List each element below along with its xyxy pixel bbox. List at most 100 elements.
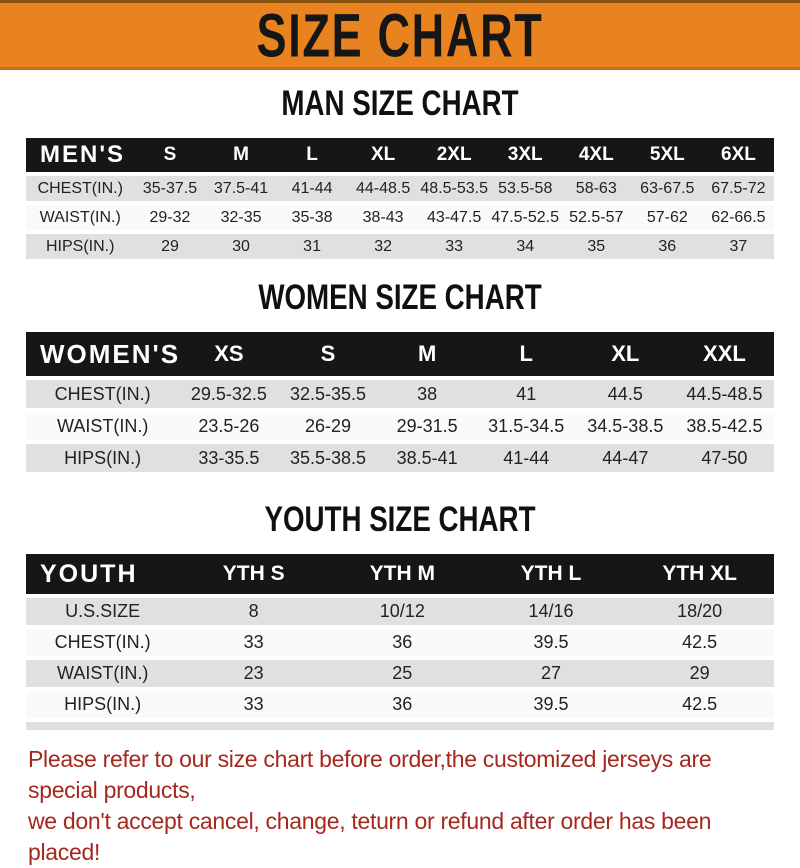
disclaimer-line-2: we don't accept cancel, change, teturn o… xyxy=(28,808,712,865)
data-cell: 39.5 xyxy=(476,629,626,656)
table-row: HIPS(IN.) 29 30 31 32 33 34 35 36 37 xyxy=(26,234,774,259)
data-cell: 33 xyxy=(179,629,328,656)
data-cell: 39.5 xyxy=(476,691,626,718)
page-title: SIZE CHART xyxy=(256,0,544,70)
row-label: HIPS(IN.) xyxy=(26,234,135,259)
data-cell: 29 xyxy=(625,660,774,687)
size-header-cell: L xyxy=(276,138,348,172)
data-cell: 41-44 xyxy=(276,176,348,201)
data-cell: 41 xyxy=(476,380,576,408)
data-cell: 26-29 xyxy=(278,412,378,440)
youth-size-table: YOUTH YTH S YTH M YTH L YTH XL U.S.SIZE 8 10/12… xyxy=(26,550,774,722)
data-cell: 33 xyxy=(179,691,328,718)
disclaimer-line-1: Please refer to our size chart before or… xyxy=(28,746,712,803)
table-title-cell: YOUTH xyxy=(26,554,180,594)
data-cell: 33 xyxy=(418,234,490,259)
data-cell: 8 xyxy=(179,598,328,625)
row-label: WAIST(IN.) xyxy=(26,660,180,687)
youth-size-section: YOUTH SIZE CHART YOUTH YTH S YTH M YTH L YTH… xyxy=(0,498,800,730)
data-cell: 23.5-26 xyxy=(179,412,279,440)
table-row: CHEST(IN.) 29.5-32.5 32.5-35.5 38 41 44.5 44.5… xyxy=(26,380,774,408)
data-cell: 29.5-32.5 xyxy=(179,380,279,408)
banner: SIZE CHART xyxy=(0,0,800,70)
data-cell: 32-35 xyxy=(205,205,277,230)
data-cell: 42.5 xyxy=(625,691,774,718)
size-header-cell: YTH L xyxy=(476,554,626,594)
data-cell: 36 xyxy=(327,691,477,718)
man-section-heading: MAN SIZE CHART xyxy=(281,82,519,123)
table-title-cell: WOMEN'S xyxy=(26,332,180,376)
data-cell: 43-47.5 xyxy=(418,205,490,230)
size-header-cell: 6XL xyxy=(702,138,774,172)
header-row: YOUTH YTH S YTH M YTH L YTH XL xyxy=(26,554,774,594)
data-cell: 63-67.5 xyxy=(631,176,703,201)
row-label: HIPS(IN.) xyxy=(26,444,180,472)
size-header-cell: XS xyxy=(179,332,279,376)
data-cell: 38.5-42.5 xyxy=(674,412,774,440)
data-cell: 38.5-41 xyxy=(377,444,477,472)
row-label: CHEST(IN.) xyxy=(26,629,180,656)
data-cell: 35.5-38.5 xyxy=(278,444,378,472)
data-cell: 34 xyxy=(489,234,561,259)
data-cell: 44.5 xyxy=(575,380,675,408)
data-cell: 67.5-72 xyxy=(702,176,774,201)
data-cell: 62-66.5 xyxy=(702,205,774,230)
table-title-cell: MEN'S xyxy=(26,138,135,172)
size-header-cell: 3XL xyxy=(489,138,561,172)
size-header-cell: YTH S xyxy=(179,554,328,594)
data-cell: 23 xyxy=(179,660,328,687)
data-cell: 29-32 xyxy=(134,205,206,230)
table-row: WAIST(IN.) 23 25 27 29 xyxy=(26,660,774,687)
data-cell: 33-35.5 xyxy=(179,444,279,472)
youth-section-heading: YOUTH SIZE CHART xyxy=(264,498,536,539)
data-cell: 32.5-35.5 xyxy=(278,380,378,408)
data-cell: 44-47 xyxy=(575,444,675,472)
size-header-cell: S xyxy=(278,332,378,376)
table-bottom-strip xyxy=(26,722,774,730)
disclaimer: Please refer to our size chart before or… xyxy=(0,744,800,868)
women-section-heading: WOMEN SIZE CHART xyxy=(258,276,542,317)
row-label: CHEST(IN.) xyxy=(26,176,135,201)
data-cell: 10/12 xyxy=(327,598,477,625)
data-cell: 35-37.5 xyxy=(134,176,206,201)
row-label: CHEST(IN.) xyxy=(26,380,180,408)
table-row: HIPS(IN.) 33 36 39.5 42.5 xyxy=(26,691,774,718)
data-cell: 29 xyxy=(134,234,206,259)
data-cell: 35 xyxy=(560,234,632,259)
row-label: U.S.SIZE xyxy=(26,598,180,625)
size-header-cell: 2XL xyxy=(418,138,490,172)
data-cell: 37 xyxy=(702,234,774,259)
man-size-table: MEN'S S M L XL 2XL 3XL 4XL 5XL 6XL CHEST(IN.) 35-37… xyxy=(26,134,774,263)
data-cell: 27 xyxy=(476,660,626,687)
women-size-table: WOMEN'S XS S M L XL XXL CHEST(IN.) 29.5-32.5 32.5… xyxy=(26,328,774,476)
data-cell: 44.5-48.5 xyxy=(674,380,774,408)
table-row: CHEST(IN.) 33 36 39.5 42.5 xyxy=(26,629,774,656)
data-cell: 41-44 xyxy=(476,444,576,472)
data-cell: 44-48.5 xyxy=(347,176,419,201)
table-row: WAIST(IN.) 23.5-26 26-29 29-31.5 31.5-34.5 34… xyxy=(26,412,774,440)
women-size-section: WOMEN SIZE CHART WOMEN'S XS S M L XL XXL CHEST(… xyxy=(0,276,800,476)
size-header-cell: XL xyxy=(575,332,675,376)
row-label: WAIST(IN.) xyxy=(26,412,180,440)
table-row: HIPS(IN.) 33-35.5 35.5-38.5 38.5-41 41-44 44-… xyxy=(26,444,774,472)
size-header-cell: XXL xyxy=(674,332,774,376)
size-header-cell: XL xyxy=(347,138,419,172)
data-cell: 52.5-57 xyxy=(560,205,632,230)
size-header-cell: YTH M xyxy=(327,554,477,594)
size-header-cell: L xyxy=(476,332,576,376)
table-row: CHEST(IN.) 35-37.5 37.5-41 41-44 44-48.5 48.5… xyxy=(26,176,774,201)
data-cell: 32 xyxy=(347,234,419,259)
data-cell: 47.5-52.5 xyxy=(489,205,561,230)
row-label: WAIST(IN.) xyxy=(26,205,135,230)
size-header-cell: 5XL xyxy=(631,138,703,172)
man-size-section: MAN SIZE CHART MEN'S S M L XL 2XL 3XL 4XL 5XL 6XL… xyxy=(0,82,800,263)
data-cell: 36 xyxy=(631,234,703,259)
size-header-cell: M xyxy=(205,138,277,172)
data-cell: 30 xyxy=(205,234,277,259)
table-row: U.S.SIZE 8 10/12 14/16 18/20 xyxy=(26,598,774,625)
data-cell: 47-50 xyxy=(674,444,774,472)
table-row: WAIST(IN.) 29-32 32-35 35-38 38-43 43-47.5 47.… xyxy=(26,205,774,230)
size-header-cell: S xyxy=(134,138,206,172)
data-cell: 57-62 xyxy=(631,205,703,230)
header-row: WOMEN'S XS S M L XL XXL xyxy=(26,332,774,376)
